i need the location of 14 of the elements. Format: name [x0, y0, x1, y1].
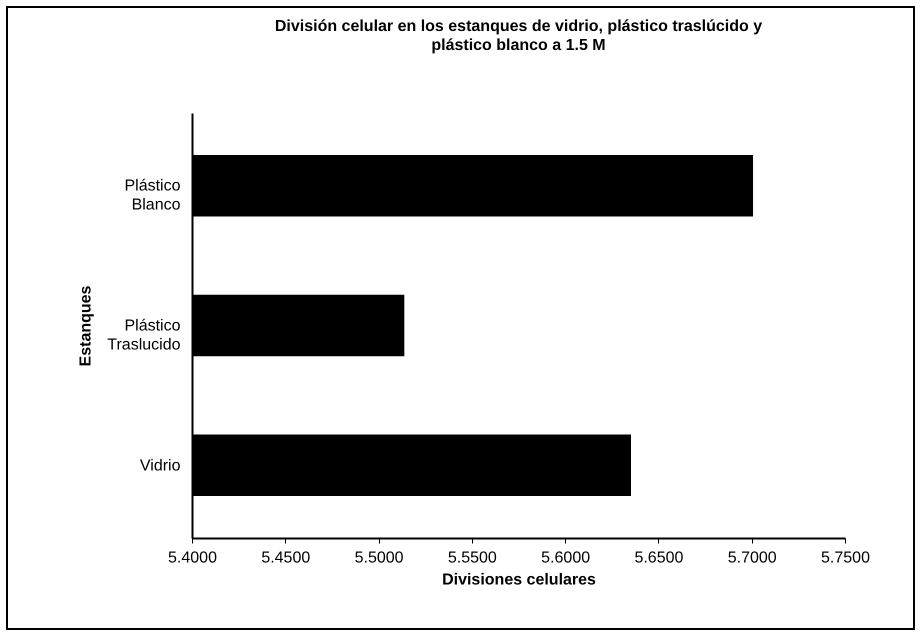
y-tick-label: Plástico Traslucido [107, 318, 181, 354]
y-tick-label: Plástico Blanco [124, 178, 181, 214]
x-axis-title: Divisiones celulares [442, 572, 596, 588]
x-tick-label: 5.5500 [448, 550, 497, 566]
x-tick-label: 5.4500 [261, 550, 310, 566]
x-tick-label: 5.7500 [821, 550, 870, 566]
x-tick-label: 5.5000 [354, 550, 404, 566]
chart-title: División celular en los estanques de vidrio, plástico traslúcido y plástico blanco a 1.5 M [274, 18, 762, 54]
x-tick-label: 5.6500 [634, 550, 684, 566]
y-axis-title: Estanques [77, 285, 94, 366]
x-tick-label: 5.7000 [728, 550, 777, 566]
x-tick-label: 5.4000 [168, 550, 218, 566]
x-tick-label: 5.6000 [541, 550, 590, 566]
y-tick-label: Vidrio [140, 457, 181, 474]
